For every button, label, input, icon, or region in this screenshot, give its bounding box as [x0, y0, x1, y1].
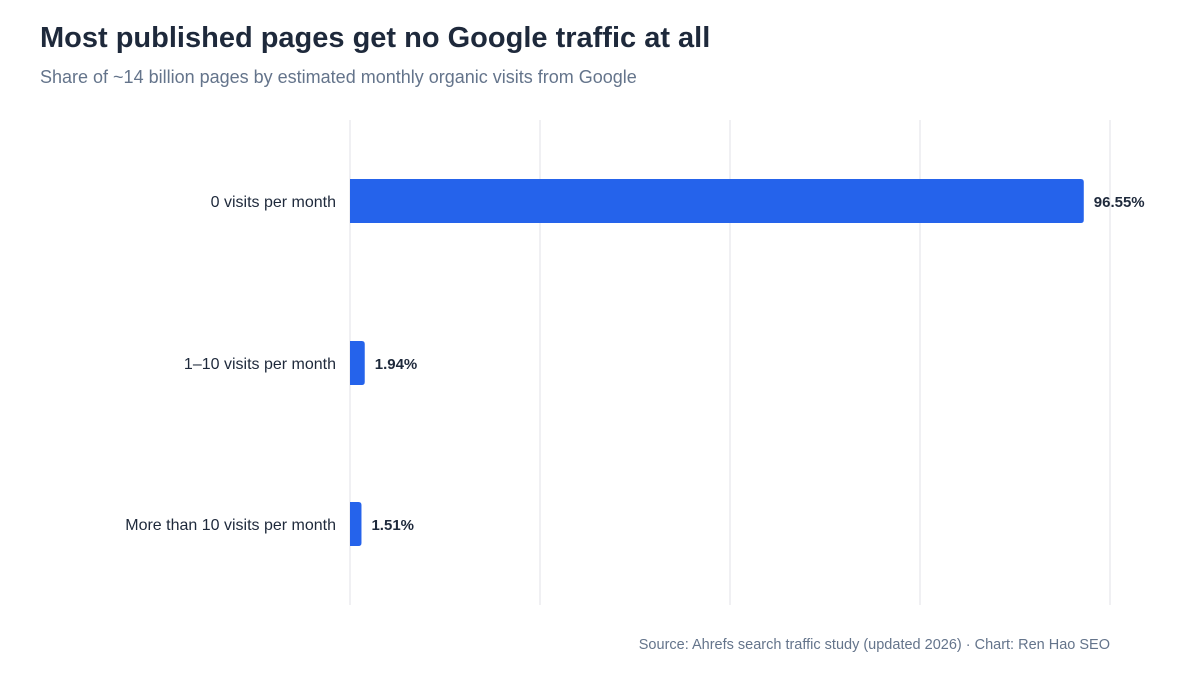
bar — [350, 179, 1084, 223]
category-label: More than 10 visits per month — [125, 517, 336, 534]
bars — [350, 179, 1084, 546]
bar — [350, 341, 365, 385]
bar-chart: 0 visits per month 96.55% 1–10 visits per … — [125, 120, 1145, 605]
value-label: 1.94% — [375, 356, 418, 373]
bar — [350, 502, 362, 546]
value-label: 96.55% — [1094, 194, 1145, 211]
labels: 0 visits per month 96.55% 1–10 visits per … — [125, 194, 1144, 534]
chart-title: Most published pages get no Google traff… — [40, 22, 711, 54]
category-label: 0 visits per month — [211, 194, 336, 211]
chart-subtitle: Share of ~14 billion pages by estimated … — [40, 67, 637, 87]
value-label: 1.51% — [371, 517, 414, 534]
source-note: Source: Ahrefs search traffic study (upd… — [638, 637, 1110, 653]
category-label: 1–10 visits per month — [184, 356, 336, 373]
